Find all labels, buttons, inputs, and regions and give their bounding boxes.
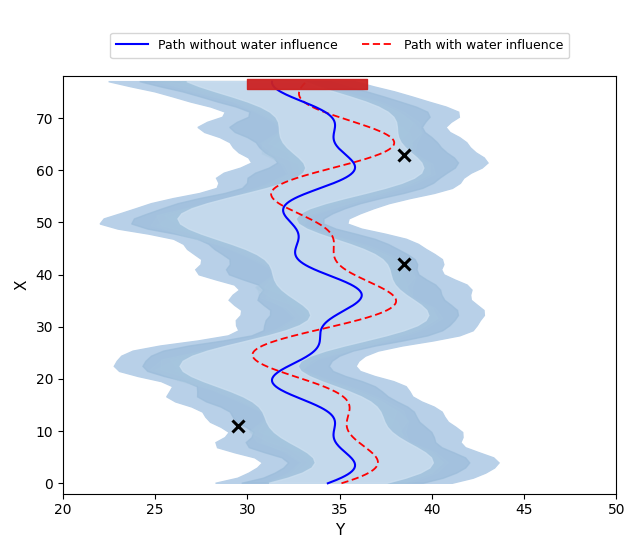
- Line: Path without water influence: Path without water influence: [272, 82, 362, 483]
- Polygon shape: [156, 82, 444, 483]
- Path with water influence: [296, 88, 303, 95]
- Path without water influence: [324, 480, 332, 487]
- Path without water influence: [357, 289, 365, 296]
- Path without water influence: [276, 88, 284, 95]
- Path without water influence: [303, 263, 311, 269]
- Polygon shape: [155, 82, 444, 483]
- Path with water influence: [302, 79, 310, 85]
- Line: Path with water influence: Path with water influence: [253, 82, 396, 483]
- Polygon shape: [132, 82, 470, 483]
- Path with water influence: [376, 151, 383, 158]
- Polygon shape: [178, 82, 433, 483]
- Y-axis label: X: X: [15, 280, 30, 290]
- Polygon shape: [100, 82, 499, 483]
- Path without water influence: [355, 287, 363, 294]
- Path without water influence: [341, 151, 349, 158]
- Path with water influence: [386, 289, 394, 296]
- Path without water influence: [268, 79, 276, 85]
- Legend: Path without water influence, Path with water influence: Path without water influence, Path with …: [110, 33, 569, 58]
- Path with water influence: [330, 241, 338, 248]
- Polygon shape: [173, 82, 431, 483]
- Path with water influence: [338, 480, 346, 487]
- Path with water influence: [382, 287, 390, 294]
- Polygon shape: [164, 82, 433, 483]
- X-axis label: Y: Y: [335, 523, 344, 538]
- Path with water influence: [337, 263, 344, 269]
- Polygon shape: [150, 82, 449, 483]
- Path without water influence: [293, 241, 301, 248]
